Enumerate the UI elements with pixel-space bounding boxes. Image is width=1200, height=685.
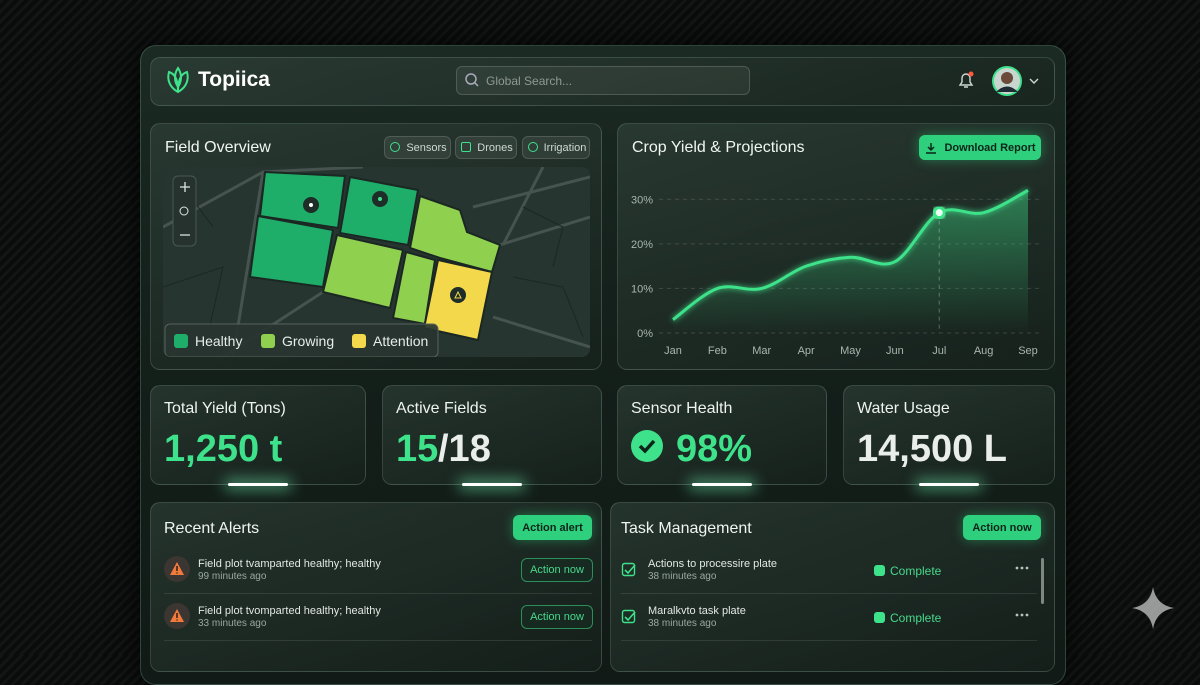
search-box[interactable] <box>456 66 750 95</box>
logo-icon <box>167 66 189 94</box>
more-menu[interactable] <box>1014 560 1030 579</box>
card-title: Recent Alerts <box>164 520 260 537</box>
chart-title: Crop Yield & Projections <box>632 139 805 156</box>
kpi-suffix: /18 <box>438 428 491 470</box>
x-tick-label: Mar <box>752 345 771 357</box>
alert-time: 33 minutes ago <box>198 618 267 629</box>
status-dot <box>874 612 885 623</box>
row-divider <box>164 593 592 594</box>
legend-swatch <box>174 334 188 348</box>
alert-action[interactable]: Action now <box>521 605 593 629</box>
field-plot[interactable] <box>338 175 420 247</box>
x-tick-label: Jun <box>886 345 904 357</box>
card-title: Task Management <box>621 520 752 537</box>
y-tick-label: 0% <box>637 328 653 340</box>
kpi-title: Sensor Health <box>631 400 733 417</box>
filter-icon <box>390 142 400 152</box>
search-icon <box>465 73 479 87</box>
area <box>673 190 1028 333</box>
line <box>672 189 1029 321</box>
card-glow <box>228 483 288 486</box>
kpi-title: Active Fields <box>396 400 487 417</box>
field-map[interactable] <box>163 167 590 357</box>
y-tick-label: 20% <box>631 239 653 251</box>
action-now-button[interactable]: Action now <box>963 515 1041 540</box>
x-tick-label: Aug <box>974 345 994 357</box>
download-button[interactable]: Download Report <box>919 135 1041 160</box>
card-glow <box>692 483 752 486</box>
alert-action[interactable]: Action now <box>521 558 593 582</box>
map-legend <box>164 323 439 357</box>
card-title: Field Overview <box>165 139 271 156</box>
legend-swatch <box>261 334 275 348</box>
field-plot[interactable] <box>321 233 405 310</box>
legend-label: Attention <box>373 333 429 349</box>
filter-button[interactable]: Irrigation <box>522 136 590 159</box>
notification-bell[interactable] <box>956 70 976 90</box>
more-menu[interactable] <box>1014 607 1030 626</box>
x-tick-label: Sep <box>1018 345 1038 357</box>
filter-icon <box>528 142 538 152</box>
header-bar <box>150 57 1055 106</box>
zoom-controls[interactable] <box>172 175 197 247</box>
card-glow <box>919 483 979 486</box>
legend-swatch <box>352 334 366 348</box>
highlight-point <box>932 206 946 220</box>
line-chart: 0% 10% 20% 30% Jan Feb Mar Apr May Jun Jul Aug Sep <box>631 189 1042 357</box>
brand: Topiica <box>198 68 270 91</box>
sparkle-icon <box>1132 587 1174 629</box>
action-alert-button[interactable]: Action alert <box>513 515 592 540</box>
y-tick-label: 30% <box>631 194 653 206</box>
row-divider <box>621 593 1037 594</box>
row-divider <box>621 640 1037 641</box>
field-plot[interactable] <box>248 214 335 289</box>
task-check[interactable] <box>621 609 637 625</box>
kpi-value: 14,500 L <box>857 428 1007 470</box>
x-tick-label: Jul <box>932 345 946 357</box>
x-tick-label: Jan <box>664 345 682 357</box>
y-tick-label: 10% <box>631 283 653 295</box>
check-icon <box>631 430 663 462</box>
filter-icon <box>461 142 471 152</box>
legend-label: Growing <box>282 333 335 349</box>
task-status: Complete <box>890 564 942 578</box>
kpi-title: Water Usage <box>857 400 950 417</box>
task-check[interactable] <box>621 562 637 578</box>
user-avatar[interactable] <box>991 65 1041 97</box>
card-glow <box>462 483 522 486</box>
task-text: Maralkvto task plate <box>648 605 746 617</box>
button-label: Download Report <box>944 141 1036 154</box>
map-pins <box>303 191 466 303</box>
task-time: 38 minutes ago <box>648 618 717 629</box>
task-text: Actions to processire plate <box>648 558 778 570</box>
alert-text: Field plot tvamparted healthy; healthy <box>198 558 381 570</box>
kpi-value: 15 <box>396 428 439 470</box>
alert-icon <box>164 603 190 629</box>
kpi-value: 98% <box>676 428 753 470</box>
alert-icon <box>164 556 190 582</box>
kpi-value: 1,250 t <box>164 428 283 470</box>
task-status: Complete <box>890 611 942 625</box>
filter-button[interactable]: Sensors <box>384 136 451 159</box>
kpi-card <box>150 385 366 485</box>
x-tick-label: Feb <box>708 345 727 357</box>
kpi-title: Total Yield (Tons) <box>164 400 286 417</box>
filter-button[interactable]: Drones <box>455 136 517 159</box>
alert-time: 99 minutes ago <box>198 571 267 582</box>
scrollbar <box>1041 558 1044 604</box>
legend-label: Healthy <box>195 333 243 349</box>
alert-text: Field plot tvomparted healthy; healthy <box>198 605 381 617</box>
row-divider <box>164 640 592 641</box>
status-dot <box>874 565 885 576</box>
x-tick-label: Apr <box>798 345 815 357</box>
x-tick-label: May <box>840 345 861 357</box>
field-plot[interactable] <box>258 170 347 230</box>
search-placeholder: Global Search... <box>486 74 573 88</box>
task-time: 38 minutes ago <box>648 571 717 582</box>
field-plot[interactable] <box>408 194 502 274</box>
